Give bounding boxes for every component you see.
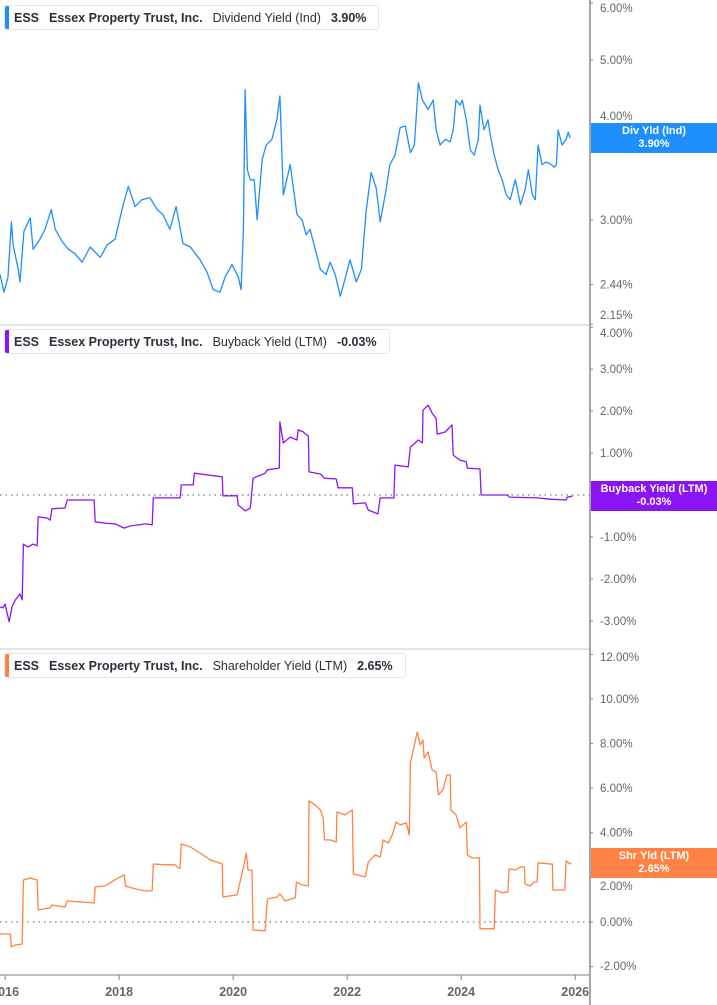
- tag-value: 3.90%: [638, 137, 670, 150]
- last-value-tag-buyback: Buyback Yield (LTM) -0.03%: [591, 481, 717, 512]
- x-tick-label: 2026: [561, 985, 589, 999]
- y-tick-label: 3.00%: [600, 215, 633, 227]
- legend-color-bar: [5, 6, 9, 29]
- buyback-yield-line: [0, 404, 573, 623]
- legend-metric: Shareholder Yield (LTM): [212, 658, 348, 673]
- x-tick-label: 2018: [105, 985, 133, 999]
- y-tick-label: 4.00%: [600, 328, 633, 340]
- y-tick-label: 5.00%: [600, 55, 633, 67]
- x-tick-label: 2020: [219, 985, 247, 999]
- y-tick-label: -2.00%: [600, 961, 636, 973]
- y-tick-label: 3.00%: [600, 364, 633, 376]
- legend-company: Essex Property Trust, Inc.: [49, 10, 203, 25]
- legend-value: 2.65%: [357, 658, 393, 673]
- legend-ticker: ESS: [14, 334, 40, 349]
- legend-metric: Buyback Yield (LTM): [212, 334, 327, 349]
- y-tick-label: 12.00%: [600, 652, 639, 664]
- shareholder-yield-line: [0, 731, 572, 948]
- x-tick-label: 2024: [447, 985, 475, 999]
- x-tick-label: 2022: [333, 985, 361, 999]
- y-tick-label: -3.00%: [600, 616, 636, 628]
- legend-ticker: ESS: [14, 658, 40, 673]
- y-tick-label: 10.00%: [600, 694, 639, 706]
- y-tick-label: 4.00%: [600, 111, 633, 123]
- y-tick-label: 8.00%: [600, 739, 633, 751]
- legend-dividend-yield: ESS Essex Property Trust, Inc. Dividend …: [4, 5, 380, 30]
- legend-shareholder-yield: ESS Essex Property Trust, Inc. Sharehold…: [4, 653, 406, 678]
- x-tick-label: 2016: [0, 985, 19, 999]
- y-tick-label: -1.00%: [600, 532, 636, 544]
- y-tick-label: 4.00%: [600, 828, 633, 840]
- y-tick-label: 2.00%: [600, 881, 633, 893]
- legend-metric: Dividend Yield (Ind): [212, 10, 321, 25]
- tag-label: Div Yld (Ind): [622, 124, 686, 137]
- tag-label: Shr Yld (LTM): [618, 849, 690, 862]
- y-tick-label: 2.15%: [600, 310, 633, 322]
- tag-value: 2.65%: [638, 862, 670, 875]
- dividend-yield-line: [0, 82, 571, 297]
- tag-value: -0.03%: [636, 496, 672, 509]
- y-tick-label: 2.00%: [600, 406, 633, 418]
- legend-value: -0.03%: [336, 334, 377, 349]
- legend-buyback-yield: ESS Essex Property Trust, Inc. Buyback Y…: [4, 329, 390, 354]
- legend-color-bar: [5, 330, 9, 353]
- last-value-tag-dividend: Div Yld (Ind) 3.90%: [591, 122, 717, 153]
- legend-company: Essex Property Trust, Inc.: [49, 334, 203, 349]
- legend-ticker: ESS: [14, 10, 40, 25]
- last-value-tag-shareholder: Shr Yld (LTM) 2.65%: [591, 847, 717, 878]
- y-tick-label: -2.00%: [600, 574, 636, 586]
- legend-color-bar: [5, 654, 9, 677]
- y-tick-label: 0.00%: [600, 917, 633, 929]
- tag-label: Buyback Yield (LTM): [600, 483, 708, 496]
- legend-company: Essex Property Trust, Inc.: [49, 658, 203, 673]
- legend-value: 3.90%: [330, 10, 367, 25]
- y-tick-label: 6.00%: [600, 3, 633, 15]
- y-tick-label: 6.00%: [600, 783, 633, 795]
- y-tick-label: 1.00%: [600, 448, 633, 460]
- y-tick-label: 2.44%: [600, 279, 633, 291]
